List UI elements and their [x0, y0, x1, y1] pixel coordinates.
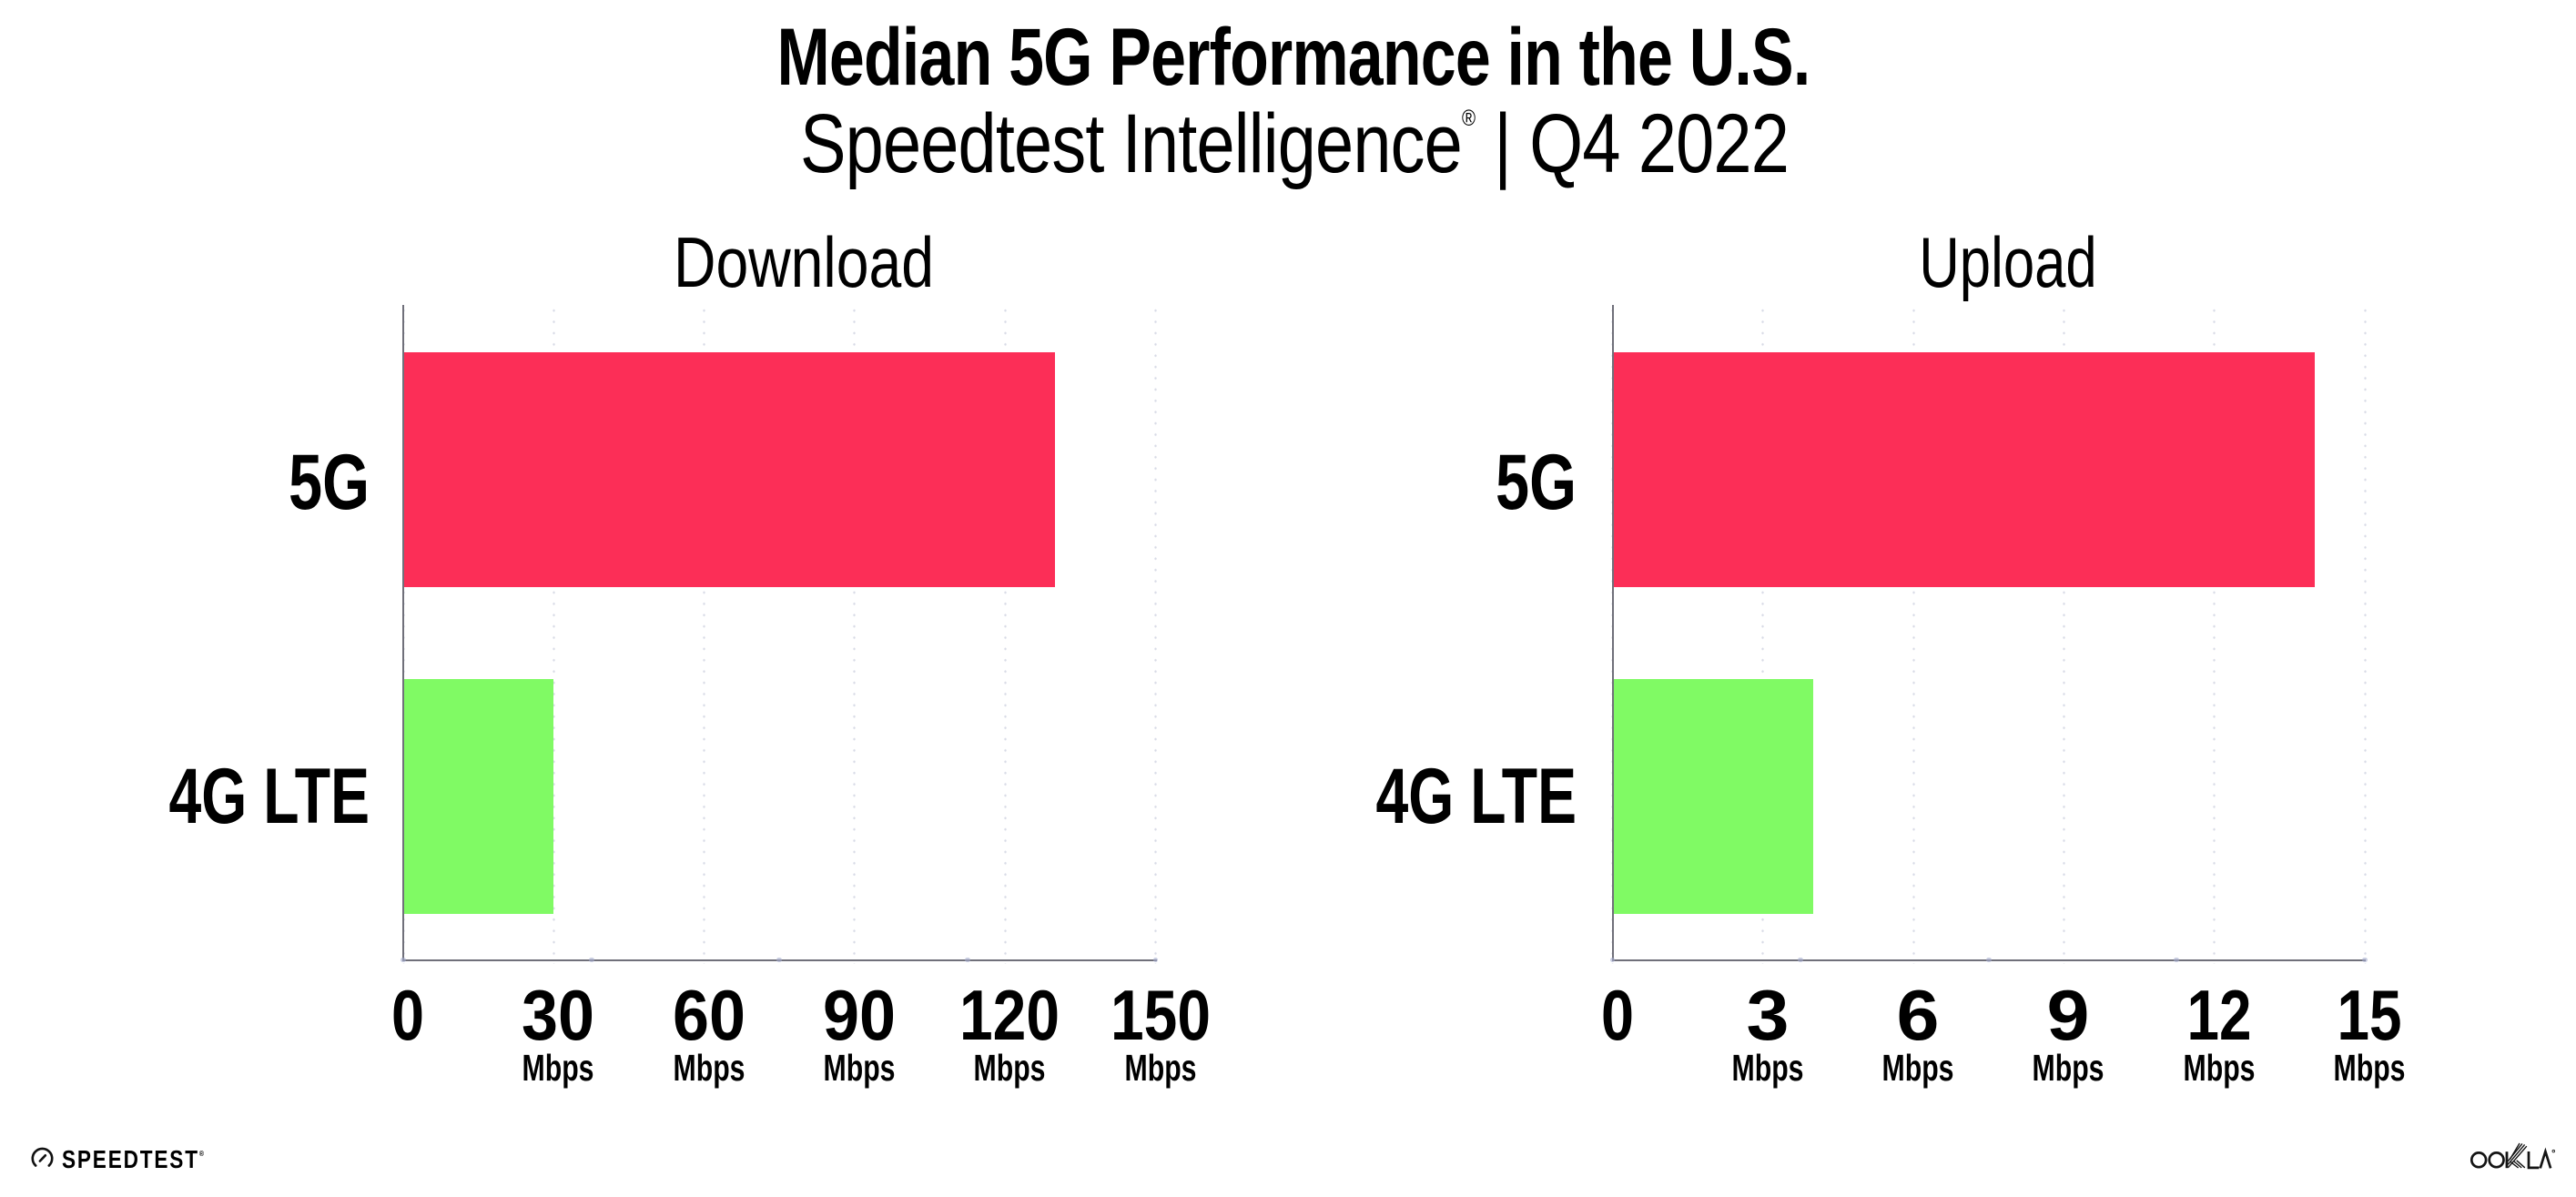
ookla-k-stripe — [2507, 1143, 2526, 1165]
gridline-download-90 — [853, 305, 857, 964]
x-tick-label-download-30: 30 — [522, 975, 595, 1055]
axis-marker-dot — [2174, 957, 2180, 963]
subtitle-product: Speedtest Intelligence — [800, 97, 1463, 190]
y-label-download-5g: 5G — [288, 439, 370, 526]
bar-download-5g — [404, 352, 1056, 587]
ookla-letter-o1 — [2470, 1151, 2488, 1169]
ookla-letter-a — [2539, 1147, 2552, 1169]
gauge-needle — [38, 1154, 47, 1162]
registered-trademark-icon: ® — [1461, 107, 1476, 132]
axis-marker-dot — [964, 957, 970, 963]
axis-marker-dot — [1609, 957, 1616, 963]
subtitle-period: | Q4 2022 — [1476, 97, 1790, 190]
y-label-upload-5g: 5G — [1495, 439, 1577, 526]
ookla-letter-l — [2527, 1151, 2540, 1170]
ookla-k-stripe — [2512, 1160, 2522, 1169]
axis-marker-dot — [588, 957, 594, 963]
gauge-arc — [31, 1147, 54, 1167]
gridline-upload-15 — [2363, 305, 2368, 964]
x-tick-label-upload-6: 6 — [1896, 975, 1940, 1055]
gridline-upload-12 — [2213, 305, 2216, 964]
bar-download-4g-lte — [404, 679, 554, 914]
x-tick-label-upload-12: 12 — [2186, 975, 2252, 1055]
y-label-upload-4g-lte: 4G LTE — [1375, 752, 1577, 840]
x-tick-unit-upload-15: Mbps — [2333, 1047, 2406, 1089]
speedtest-gauge-strokes — [31, 1147, 54, 1167]
x-tick-label-upload-15: 15 — [2337, 975, 2402, 1055]
speedtest-gauge-icon — [31, 1147, 54, 1167]
x-tick-label-download-150: 150 — [1110, 975, 1211, 1055]
ookla-logo — [2470, 1142, 2555, 1170]
ookla-k-stripe — [2510, 1161, 2520, 1169]
axis-marker-dot — [1985, 957, 1992, 963]
x-tick-label-upload-0: 0 — [1600, 975, 1634, 1055]
x-tick-unit-upload-6: Mbps — [1881, 1047, 1954, 1089]
gridline-upload-3 — [1761, 305, 1766, 964]
ookla-letter-k — [2505, 1142, 2528, 1169]
x-tick-label-upload-3: 3 — [1746, 975, 1790, 1055]
x-tick-label-upload-9: 9 — [2046, 975, 2090, 1055]
x-tick-unit-upload-12: Mbps — [2183, 1047, 2256, 1089]
x-tick-unit-download-120: Mbps — [973, 1047, 1046, 1089]
y-axis-spine-download — [402, 305, 404, 961]
axis-marker-dot — [1798, 957, 1804, 963]
x-tick-label-download-60: 60 — [672, 975, 745, 1055]
x-tick-label-download-120: 120 — [959, 975, 1060, 1055]
y-label-download-4g-lte: 4G LTE — [168, 752, 370, 840]
y-axis-spine-upload — [1611, 305, 1614, 961]
axis-marker-dot — [401, 957, 406, 963]
gridline-download-120 — [1003, 305, 1008, 964]
ookla-k-stripes — [2507, 1142, 2528, 1169]
gridline-download-60 — [702, 305, 706, 964]
figure-subtitle: Speedtest Intelligence® | Q4 2022 — [800, 102, 1790, 186]
ookla-k-stripe — [2516, 1160, 2526, 1169]
x-tick-unit-download-30: Mbps — [522, 1047, 594, 1089]
axis-marker-dot — [776, 957, 783, 963]
speedtest-logo: SPEEDTEST® — [30, 1145, 235, 1172]
ookla-letter-o2 — [2488, 1151, 2505, 1169]
x-tick-unit-upload-3: Mbps — [1731, 1047, 1804, 1089]
gridline-upload-9 — [2062, 305, 2066, 964]
ookla-k-stripe — [2507, 1145, 2528, 1169]
figure-title: Median 5G Performance in the U.S. — [776, 10, 1811, 102]
bar-upload-5g — [1613, 352, 2315, 587]
axis-marker-dot — [2362, 957, 2368, 963]
speedtest-registered-mark-icon: ® — [198, 1148, 204, 1158]
x-tick-unit-upload-9: Mbps — [2032, 1047, 2104, 1089]
gridline-upload-6 — [1912, 305, 1916, 964]
x-tick-unit-download-60: Mbps — [673, 1047, 745, 1089]
speedtest-wordmark-text: SPEEDTEST — [62, 1144, 199, 1173]
x-tick-label-download-0: 0 — [391, 975, 424, 1055]
x-tick-label-download-90: 90 — [822, 975, 896, 1055]
plot-title-upload: Upload — [1919, 221, 2097, 302]
x-tick-unit-download-150: Mbps — [1124, 1047, 1196, 1089]
ookla-registered-mark-icon — [2551, 1149, 2555, 1153]
speedtest-wordmark: SPEEDTEST® — [62, 1144, 204, 1173]
gridline-download-30 — [552, 305, 556, 964]
ookla-letters — [2470, 1142, 2555, 1170]
ookla-k-stripe — [2509, 1142, 2520, 1160]
plot-title-download: Download — [673, 221, 934, 302]
bar-upload-4g-lte — [1613, 679, 1813, 914]
gridline-download-150 — [1153, 305, 1158, 964]
axis-marker-dot — [1152, 957, 1159, 963]
x-tick-unit-download-90: Mbps — [823, 1047, 896, 1089]
